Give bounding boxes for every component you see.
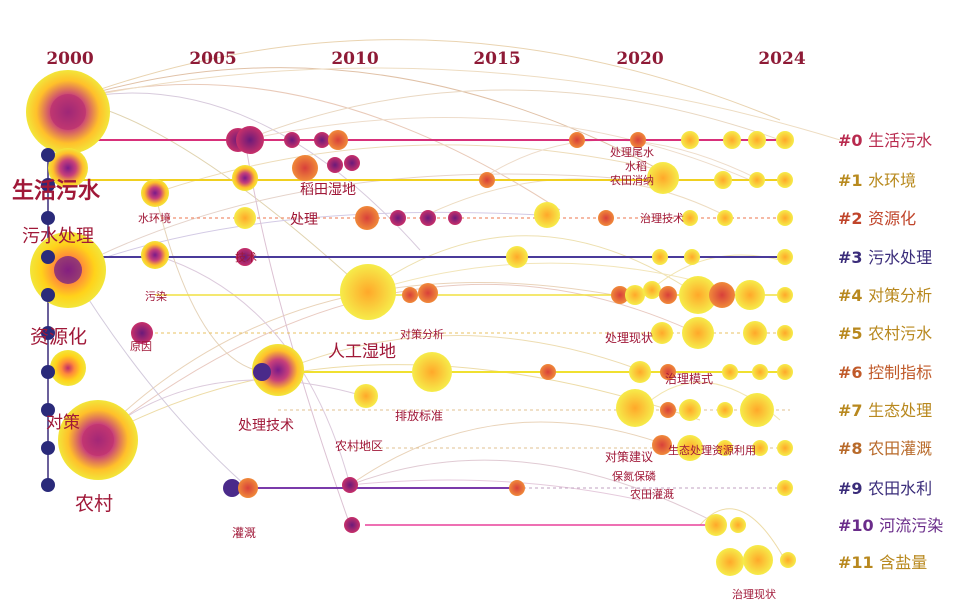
- cluster-id: #4: [838, 286, 868, 305]
- year-label: 2020: [616, 49, 663, 69]
- cluster-label: #8 农田灌溉: [838, 439, 932, 458]
- cluster-label: #10 河流污染: [838, 516, 943, 535]
- keyword-label: 对策: [46, 413, 80, 433]
- keyword-label: 生态处理资源利用: [668, 443, 756, 457]
- keyword-nodes: [26, 70, 796, 576]
- cluster-label: #4 对策分析: [838, 286, 932, 305]
- keyword-label: 农田消纳: [610, 173, 654, 187]
- cluster-name: 生活污水: [868, 131, 932, 150]
- keyword-label: 技术: [235, 251, 257, 264]
- keyword-label: 排放标准: [395, 408, 443, 423]
- keyword-label: 处理现状: [605, 331, 653, 345]
- keyword-label: 对策分析: [400, 327, 444, 341]
- cluster-id: #8: [838, 439, 868, 458]
- cluster-name: 水环境: [868, 171, 916, 190]
- cluster-label: #7 生态处理: [838, 401, 932, 420]
- keyword-label: 处理尾水: [610, 146, 654, 159]
- keyword-label: 农村: [75, 493, 113, 515]
- keyword-label: 农村地区: [335, 439, 383, 453]
- cluster-id: #11: [838, 553, 879, 572]
- keyword-label: 治理现状: [732, 587, 776, 601]
- cluster-id: #6: [838, 363, 868, 382]
- keyword-label: 治理技术: [640, 211, 684, 225]
- keyword-label: 对策建议: [605, 450, 653, 464]
- cluster-name: 农田水利: [868, 479, 932, 498]
- keyword-label: 原因: [130, 340, 152, 353]
- year-label: 2024: [758, 49, 805, 69]
- year-label: 2010: [331, 49, 378, 69]
- keyword-label: 水环境: [138, 211, 171, 225]
- keyword-label: 污染: [145, 289, 167, 303]
- cluster-name: 控制指标: [868, 363, 932, 382]
- cluster-id: #10: [838, 516, 879, 535]
- node-ziyuanhua: [50, 350, 86, 386]
- cluster-name: 河流污染: [879, 516, 943, 535]
- keyword-label: 保氮保磷: [612, 469, 656, 483]
- cluster-id: #7: [838, 401, 868, 420]
- cluster-label: #11 含盐量: [838, 553, 927, 572]
- keyword-label: 生活污水: [12, 178, 101, 204]
- cluster-name: 含盐量: [879, 553, 927, 572]
- cluster-name: 生态处理: [868, 401, 932, 420]
- cluster-name: 污水处理: [868, 248, 932, 267]
- keyword-label: 处理: [290, 212, 318, 228]
- year-label: 2005: [189, 49, 236, 69]
- cluster-label: #9 农田水利: [838, 479, 932, 498]
- cluster-id: #0: [838, 131, 868, 150]
- keyword-label: 灌溉: [232, 526, 256, 540]
- cluster-name: 资源化: [868, 209, 916, 228]
- year-axis: 2000 2005 2010 2015 2020 2024: [46, 49, 805, 69]
- cluster-id: #1: [838, 171, 868, 190]
- cluster-id: #2: [838, 209, 868, 228]
- keyword-label: 治理模式: [665, 372, 713, 386]
- cluster-label: #2 资源化: [838, 209, 916, 228]
- keyword-label: 水稻: [625, 160, 647, 173]
- cluster-label: #6 控制指标: [838, 363, 932, 382]
- cluster-id: #3: [838, 248, 868, 267]
- year-label: 2015: [473, 49, 520, 69]
- cluster-name: 农村污水: [868, 324, 932, 343]
- node-shuihuanjing: [48, 148, 88, 188]
- keyword-label: 处理技术: [238, 418, 294, 434]
- keyword-label: 污水处理: [22, 226, 94, 247]
- citation-arcs: [69, 39, 841, 561]
- keyword-label: 农田灌溉: [630, 487, 674, 501]
- year-label: 2000: [46, 49, 93, 69]
- cluster-label: #5 农村污水: [838, 324, 932, 343]
- cluster-label: #0 生活污水: [838, 131, 932, 150]
- cluster-name: 对策分析: [868, 286, 932, 305]
- keyword-label: 人工湿地: [328, 342, 396, 362]
- cluster-id: #5: [838, 324, 868, 343]
- cluster-label: #1 水环境: [838, 171, 916, 190]
- keyword-label: 稻田湿地: [300, 182, 356, 198]
- keyword-labels: 生活污水 污水处理 资源化 对策 农村 水环境 污染 原因 技术 稻田湿地 处理…: [12, 146, 776, 601]
- cluster-legend: #0 生活污水#1 水环境#2 资源化#3 污水处理#4 对策分析#5 农村污水…: [838, 131, 943, 572]
- cluster-id: #9: [838, 479, 868, 498]
- keyword-label: 资源化: [30, 326, 87, 348]
- cluster-name: 农田灌溉: [868, 439, 932, 458]
- cluster-label: #3 污水处理: [838, 248, 932, 267]
